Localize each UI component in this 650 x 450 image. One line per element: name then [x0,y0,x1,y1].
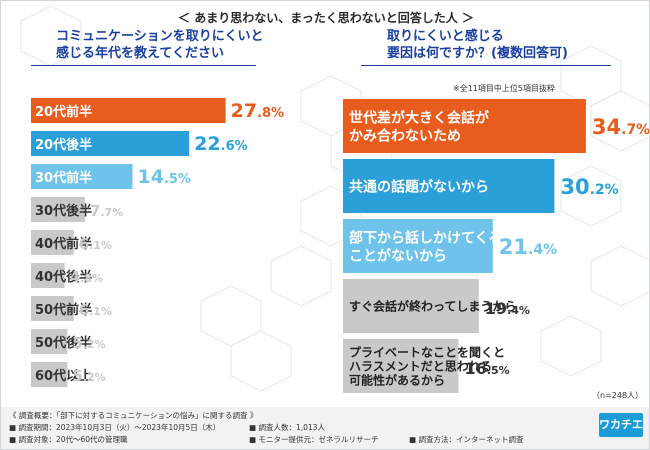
age-label-1: 20代後半 [35,137,92,153]
reason-label-0: 世代差が大きく会話がかみ合わないため [349,109,490,144]
age-label-7: 50代後半 [35,335,92,351]
age-value-3: 7.7% [90,202,123,220]
age-bar-6 [31,296,74,321]
reason-bar-0 [343,99,586,153]
left-question-title-line1: コミュニケーションを取りにくいと [56,29,264,44]
reason-value-3: 19.4% [485,299,530,318]
reason-value-1: 30.2% [560,175,618,199]
age-bar-0 [31,98,226,123]
reason-bar-1 [343,159,555,213]
reason-value-2: 21.4% [499,235,557,259]
reason-label-1: 共通の話題がないから [349,178,489,195]
age-label-5: 40代後半 [35,269,92,285]
age-value-4: 6.1% [79,235,112,253]
reason-bar-4 [343,339,459,393]
age-value-8: 5.2% [72,367,105,385]
reason-label-2: 部下から話しかけてくることがないから [349,229,502,264]
age-label-4: 40代前半 [35,236,92,252]
footer-provider: ■ モニター提供元：ゼネラルリサーチ [249,435,379,444]
age-value-1: 22.6% [194,133,247,155]
age-bar-2 [31,164,133,189]
reasons-bar-chart: 世代差が大きく会話がかみ合わないため 34.7% 共通の話題がないから 30.2% 部下… [343,99,650,393]
reason-bar-2 [343,219,493,273]
age-label-6: 50代前半 [35,302,92,318]
right-question-title-line1: 取りにくいと感じる [387,29,504,44]
footer-target: ■ 調査対象：20代～60代の管理職 [9,435,128,444]
footer-period: ■ 調査期間：2023年10月3日（火）～2023年10月5日（木） [9,423,221,432]
wakachie-logo: ワカチエ [599,413,643,437]
left-title-underline [31,65,256,66]
age-label-3: 30代後半 [35,203,92,219]
sample-size-note: （n=248人） [592,391,644,400]
age-bar-5 [31,263,65,288]
reason-bar-3 [343,279,479,333]
age-value-6: 6.1% [79,301,112,319]
reason-label-3: すぐ会話が終わってしまうから [349,299,516,314]
right-title-underline [361,65,611,66]
right-question-title-line2: 要因は何ですか？(複数回答可) [387,46,568,61]
age-value-5: 4.8% [70,268,103,286]
footer-method: ■ 調査方法：インターネット調査 [409,435,524,444]
age-label-8: 60代以上 [35,368,92,384]
footer-count: ■ 調査人数：1,013人 [249,423,325,432]
survey-filter-header: ＜ あまり思わない、まったく思わないと回答した人 ＞ [178,11,474,25]
age-value-0: 27.8% [231,100,284,122]
left-question-title-line2: 感じる年代を教えてください [56,46,224,61]
age-label-2: 30代前半 [35,170,92,186]
age-bar-8 [31,362,68,387]
age-bar-7 [31,329,68,354]
top5-note: ※全11項目中上位5項目抜粋 [453,84,555,93]
footer-title: 《 調査概要：「部下に対するコミュニケーションの悩み」に関する調査 》 [9,411,258,420]
age-bar-4 [31,230,74,255]
reason-label-4: プライベートなことを聞くとハラスメントだと思われる可能性があるから [349,345,505,388]
age-value-7: 5.2% [72,334,105,352]
reason-value-0: 34.7% [592,115,650,139]
survey-summary-footer: 《 調査概要：「部下に対するコミュニケーションの悩み」に関する調査 》 ■ 調査… [1,407,649,449]
age-bar-1 [31,131,190,156]
reason-value-4: 16.5% [465,359,510,378]
age-bar-3 [31,197,85,222]
age-value-2: 14.5% [138,166,191,188]
age-label-0: 20代前半 [35,104,92,120]
